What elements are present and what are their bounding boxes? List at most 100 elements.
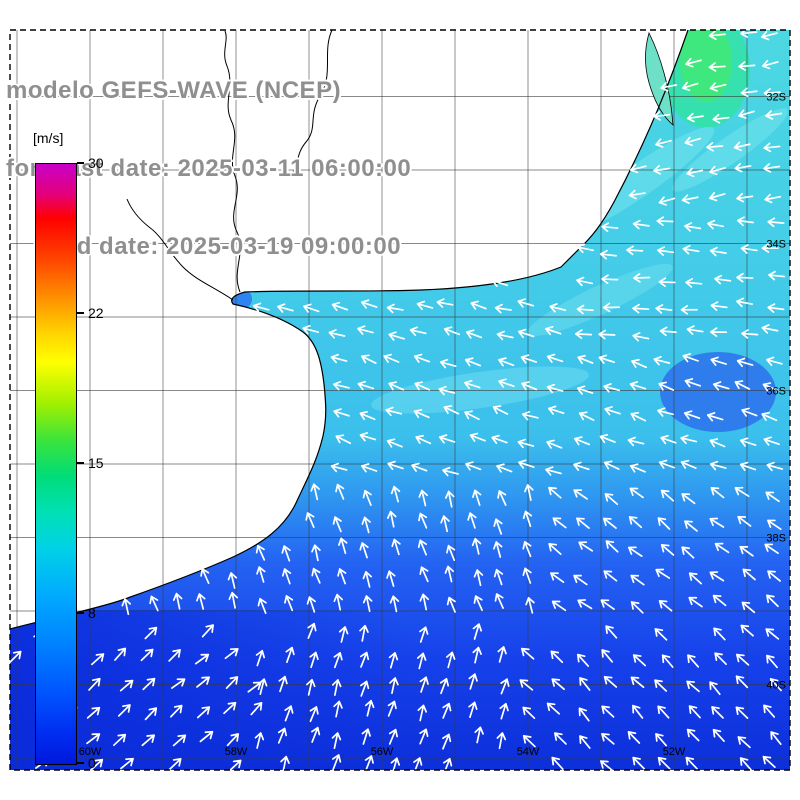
wind-arrow: [657, 517, 671, 530]
wind-arrow: [91, 653, 105, 666]
wind-arrow: [578, 541, 594, 552]
wind-arrow: [257, 597, 267, 615]
lat-label: 38S: [766, 533, 786, 545]
wind-arrow: [627, 731, 641, 744]
wind-arrow: [712, 381, 730, 391]
wind-streak: [527, 263, 673, 337]
wind-arrow: [546, 353, 564, 363]
wind-arrow: [496, 330, 514, 341]
wind-arrow: [86, 733, 101, 745]
wind-arrow: [707, 219, 725, 230]
wind-arrow: [196, 706, 211, 719]
wind-arrow: [629, 163, 647, 174]
wind-arrow: [761, 324, 779, 334]
wind-arrow: [685, 57, 702, 68]
wind-arrow: [573, 461, 590, 471]
wind-arrow: [117, 704, 131, 717]
coastal-lagoon: [645, 31, 674, 126]
wind-arrow: [706, 412, 724, 422]
wind-arrow: [172, 592, 183, 610]
wind-arrow: [521, 381, 538, 391]
wind-arrow: [254, 732, 265, 749]
wind-arrow: [228, 591, 239, 609]
wind-arrow: [525, 597, 535, 614]
wind-arrow: [680, 304, 698, 315]
lon-label: 60W: [79, 746, 102, 758]
wind-arrow: [310, 483, 320, 501]
wind-arrow: [335, 434, 352, 445]
wind-arrow: [546, 383, 564, 394]
wind-arrow: [413, 353, 431, 363]
wind-arrow: [658, 196, 676, 206]
wind-arrow: [653, 355, 671, 366]
lat-label: 34S: [766, 239, 786, 251]
wind-arrow: [309, 706, 319, 723]
wind-arrow: [630, 601, 644, 614]
wind-arrow: [629, 487, 644, 499]
wind-arrow: [681, 81, 699, 92]
wind-arrow: [500, 678, 510, 695]
wind-arrow: [114, 647, 127, 661]
wind-arrow: [255, 649, 266, 667]
wind-arrow: [419, 593, 430, 611]
wind-arrow: [738, 61, 756, 71]
wind-arrow: [661, 654, 674, 668]
wind-arrow: [362, 571, 373, 588]
wind-arrow: [311, 544, 321, 562]
wind-arrow: [386, 438, 403, 448]
wind-arrow: [464, 379, 481, 390]
wind-arrow: [656, 216, 674, 227]
wind-arrow: [438, 385, 456, 396]
wind-arrow: [360, 463, 378, 473]
wind-arrow: [734, 380, 751, 390]
wind-arrow: [390, 757, 401, 775]
river-uruguay: [224, 30, 241, 293]
wind-arrow: [655, 733, 668, 747]
wind-arrow: [764, 193, 782, 204]
wind-arrow: [388, 331, 406, 341]
wind-arrow: [387, 700, 397, 717]
wind-arrow: [683, 410, 701, 420]
wind-arrow: [388, 381, 405, 391]
wind-arrow: [144, 626, 158, 640]
wind-arrow: [388, 728, 399, 745]
lon-label: 52W: [663, 746, 686, 758]
wind-arrow: [413, 408, 430, 419]
wind-arrow: [603, 675, 618, 688]
wind-arrow: [740, 624, 754, 637]
wind-arrow: [172, 734, 187, 747]
wind-arrow: [357, 325, 374, 335]
colorbar-tick-mark: [77, 162, 84, 164]
wind-arrow: [439, 358, 457, 369]
wind-arrow: [551, 756, 564, 770]
wind-arrow: [577, 599, 593, 610]
wind-arrow: [302, 324, 320, 335]
wind-arrow: [601, 222, 619, 233]
wind-arrow: [735, 675, 749, 689]
wind-arrow: [714, 542, 730, 554]
wind-arrow: [440, 515, 450, 533]
wind-arrow: [768, 270, 786, 281]
wind-arrow: [333, 700, 343, 718]
wind-arrow: [761, 411, 778, 422]
wind-arrow: [601, 733, 615, 745]
wind-arrow: [419, 728, 429, 745]
wind-arrow: [763, 436, 780, 446]
wind-arrow: [688, 572, 703, 585]
wind-arrow: [600, 599, 615, 611]
wind-arrow: [709, 517, 725, 528]
wind-arrow: [769, 678, 782, 692]
wind-arrow: [681, 493, 696, 505]
wind-arrow: [389, 595, 400, 613]
wind-arrow: [686, 680, 700, 693]
wind-arrow: [499, 702, 509, 720]
wind-arrow: [736, 653, 750, 666]
wind-arrow: [761, 243, 779, 253]
wind-arrow: [577, 354, 594, 365]
wind-arrow: [739, 545, 754, 557]
wind-arrow: [576, 517, 590, 529]
wind-arrow: [576, 385, 594, 395]
wind-arrow: [140, 648, 154, 662]
wind-arrow: [710, 301, 728, 311]
